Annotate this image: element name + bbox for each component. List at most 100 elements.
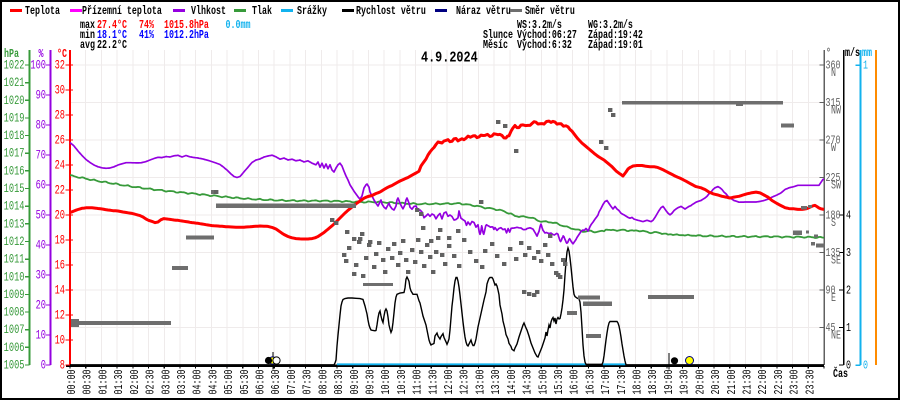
svg-text:4.9.2024: 4.9.2024 [421,49,478,65]
svg-text:12: 12 [55,309,65,323]
svg-text:14:00: 14:00 [506,370,520,395]
svg-text:Rychlost větru: Rychlost větru [356,5,426,19]
svg-text:03:30: 03:30 [176,370,190,395]
svg-text:80: 80 [36,119,46,133]
svg-text:15:30: 15:30 [553,370,567,395]
svg-text:315: 315 [826,97,841,111]
svg-text:270: 270 [826,134,841,148]
svg-text:3: 3 [846,247,851,261]
svg-text:01:00: 01:00 [97,370,111,395]
svg-text:1014: 1014 [4,200,25,214]
svg-text:22: 22 [55,184,65,198]
svg-text:1019: 1019 [4,112,25,126]
svg-text:11:30: 11:30 [427,370,441,395]
svg-text:18:00: 18:00 [631,370,645,395]
svg-text:E: E [831,292,836,306]
svg-text:m/s: m/s [845,47,860,61]
svg-text:09:30: 09:30 [364,370,378,395]
svg-text:18:30: 18:30 [647,370,661,395]
svg-text:70: 70 [36,149,46,163]
svg-text:SE: SE [831,254,841,268]
svg-text:10: 10 [36,329,46,343]
svg-text:1010: 1010 [4,271,25,285]
svg-text:1: 1 [863,59,868,73]
svg-text:1007: 1007 [4,324,25,338]
svg-text:10:30: 10:30 [396,370,410,395]
svg-text:06:00: 06:00 [254,370,268,395]
svg-text:05:30: 05:30 [238,370,252,395]
svg-text:0: 0 [846,359,851,373]
svg-text:100: 100 [30,59,46,73]
svg-text:23:30: 23:30 [804,370,818,395]
svg-text:22.2°C: 22.2°C [97,39,127,53]
svg-text:22:00: 22:00 [757,370,771,395]
svg-text:1011: 1011 [4,253,25,267]
svg-text:05:00: 05:00 [223,370,237,395]
svg-text:1022: 1022 [4,59,25,73]
svg-text:18: 18 [55,234,65,248]
svg-text:21:30: 21:30 [741,370,755,395]
svg-text:8: 8 [60,359,65,373]
svg-text:1008: 1008 [4,306,25,320]
svg-text:90: 90 [826,284,836,298]
svg-text:1015: 1015 [4,183,25,197]
svg-text:15:00: 15:00 [537,370,551,395]
svg-text:14:30: 14:30 [521,370,535,395]
svg-text:20: 20 [36,299,46,313]
svg-text:20:30: 20:30 [710,370,724,395]
svg-text:0: 0 [863,359,868,373]
svg-text:180: 180 [826,209,841,223]
svg-text:18.1°C: 18.1°C [97,29,127,43]
svg-text:Srážky: Srážky [297,5,327,19]
svg-text:30: 30 [36,269,46,283]
svg-text:12:30: 12:30 [458,370,472,395]
svg-text:22:30: 22:30 [773,370,787,395]
svg-text:04:30: 04:30 [207,370,221,395]
svg-text:0: 0 [41,359,46,373]
svg-text:Východ:06:27: Východ:06:27 [517,29,577,43]
svg-text:13:30: 13:30 [490,370,504,395]
svg-text:14: 14 [55,284,65,298]
svg-text:06:30: 06:30 [270,370,284,395]
svg-text:W: W [831,142,837,156]
svg-text:10: 10 [55,334,65,348]
svg-text:24: 24 [55,159,65,173]
svg-text:Vlhkost: Vlhkost [191,5,226,19]
svg-text:S: S [831,217,836,231]
svg-text:Náraz větru: Náraz větru [456,5,511,19]
svg-text:hPa: hPa [4,48,19,62]
svg-text:°C: °C [57,48,67,62]
svg-text:SW: SW [831,179,842,193]
svg-text:135: 135 [826,247,841,261]
svg-text:%: % [39,48,45,62]
svg-text:mm: mm [862,47,872,61]
svg-text:23:00: 23:00 [788,370,802,395]
svg-text:11:00: 11:00 [411,370,425,395]
svg-text:45: 45 [826,322,836,336]
svg-text:01:30: 01:30 [113,370,127,395]
svg-text:28: 28 [55,109,65,123]
svg-text:avg: avg [80,39,95,53]
svg-text:19:00: 19:00 [663,370,677,395]
svg-text:10:00: 10:00 [380,370,394,395]
svg-text:41%: 41% [139,29,155,43]
svg-text:Tlak: Tlak [252,5,272,19]
svg-text:1: 1 [846,322,851,336]
svg-text:20:00: 20:00 [694,370,708,395]
svg-text:02:30: 02:30 [144,370,158,395]
svg-text:08:30: 08:30 [333,370,347,395]
svg-text:NW: NW [831,104,842,118]
svg-text:12:00: 12:00 [443,370,457,395]
svg-text:13:00: 13:00 [474,370,488,395]
svg-text:360: 360 [826,59,841,73]
svg-text:225: 225 [826,172,841,186]
svg-text:4: 4 [846,209,851,223]
svg-text:1021: 1021 [4,77,25,91]
svg-text:Přízemní teplota: Přízemní teplota [82,5,162,19]
svg-text:Měsíc: Měsíc [483,39,508,53]
svg-text:07:00: 07:00 [286,370,300,395]
svg-text:32: 32 [55,59,65,73]
svg-text:02:00: 02:00 [129,370,143,395]
svg-text:1017: 1017 [4,147,25,161]
svg-text:Západ:19:42: Západ:19:42 [588,29,643,43]
